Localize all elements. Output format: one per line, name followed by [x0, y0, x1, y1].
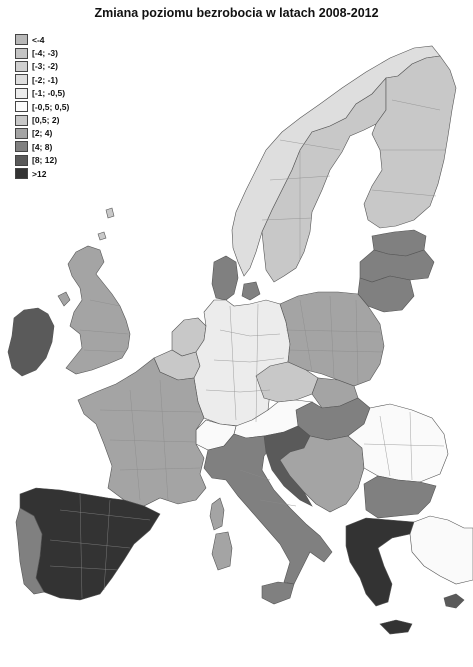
legend-swatch: [15, 154, 28, 166]
legend-item: >12: [15, 167, 69, 180]
legend-swatch: [15, 34, 28, 46]
region-turkey: [409, 515, 473, 585]
legend-item: [4; 8): [15, 140, 69, 153]
legend: <-4 [-4; -3) [-3; -2) [-2; -1) [-1; -0,5) [-0…: [15, 33, 69, 180]
region-cyprus: [443, 593, 465, 609]
region-portugal: [15, 507, 45, 595]
region-denmark: [211, 255, 261, 301]
legend-label: [8; 12): [32, 155, 58, 166]
legend-label: <-4: [32, 34, 45, 45]
legend-item: [0,5; 2): [15, 113, 69, 126]
region-ireland: [7, 307, 55, 377]
region-greece: [345, 517, 415, 607]
region-romania: [347, 403, 449, 483]
region-finland: [363, 55, 457, 229]
region-balkans: [279, 435, 365, 513]
subregion-lines: [49, 99, 446, 599]
legend-item: [2; 4): [15, 127, 69, 140]
region-crete: [379, 619, 413, 635]
region-bulgaria: [363, 475, 437, 519]
map-title: Zmiana poziomu bezrobocia w latach 2008-…: [94, 6, 379, 20]
legend-label: [-3; -2): [32, 61, 58, 72]
legend-item: [-3; -2): [15, 60, 69, 73]
legend-label: [2; 4): [32, 128, 53, 139]
region-france: [77, 357, 207, 507]
legend-label: [-0,5; 0,5): [32, 101, 70, 112]
legend-label: [0,5; 2): [32, 115, 60, 126]
legend-label: [-2; -1): [32, 74, 58, 85]
legend-swatch: [15, 114, 28, 126]
region-sicily: [261, 581, 295, 605]
legend-item: [-4; -3): [15, 46, 69, 59]
legend-label: >12: [32, 168, 47, 179]
legend-swatch: [15, 87, 28, 99]
legend-item: [-1; -0,5): [15, 87, 69, 100]
region-corsica: [209, 497, 225, 531]
legend-swatch: [15, 141, 28, 153]
legend-label: [-1; -0,5): [32, 88, 66, 99]
legend-label: [-4; -3): [32, 48, 58, 59]
legend-swatch: [15, 101, 28, 113]
legend-swatch: [15, 74, 28, 86]
legend-item: [-0,5; 0,5): [15, 100, 69, 113]
region-uk: [57, 245, 131, 375]
legend-item: <-4: [15, 33, 69, 46]
region-shetland: [97, 207, 115, 241]
legend-label: [4; 8): [32, 141, 53, 152]
legend-item: [8; 12): [15, 154, 69, 167]
legend-swatch: [15, 60, 28, 72]
legend-item: [-2; -1): [15, 73, 69, 86]
legend-swatch: [15, 127, 28, 139]
legend-swatch: [15, 47, 28, 59]
region-sardinia: [211, 531, 233, 571]
legend-swatch: [15, 168, 28, 180]
